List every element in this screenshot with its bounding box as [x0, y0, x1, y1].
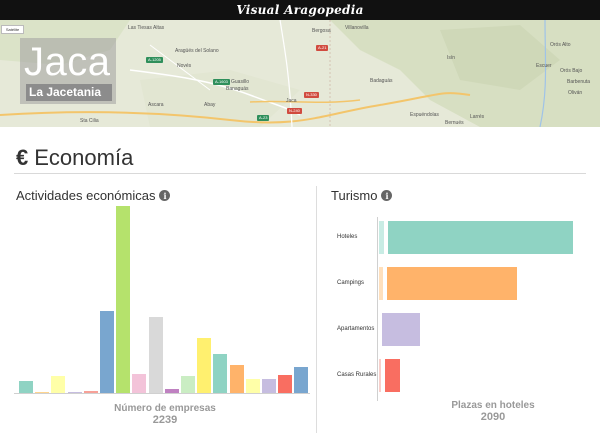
activity-bar[interactable] [278, 375, 293, 393]
section-title: € Economía [16, 145, 133, 171]
road-badge: N-240 [287, 108, 302, 114]
tourism-bar[interactable] [379, 221, 384, 254]
activities-axis [14, 393, 310, 394]
location-map[interactable]: Satélite Las Tiesas Altas Aragüés del So… [0, 20, 600, 127]
tourism-bar[interactable] [379, 359, 381, 392]
activity-bar[interactable] [164, 389, 179, 393]
tourism-bar[interactable] [388, 221, 573, 254]
tourism-category-label: Apartamentos [337, 325, 375, 332]
panel-divider [316, 186, 317, 433]
map-place-label: Villanovilla [345, 25, 369, 31]
tourism-title: Turismo i [331, 188, 393, 203]
town-name: Jaca [24, 40, 111, 84]
tourism-category-label: Hoteles [337, 233, 358, 240]
activities-caption: Número de empresas 2239 [100, 403, 230, 426]
activity-bar[interactable] [245, 378, 260, 393]
map-place-label: Guasillo [231, 79, 250, 85]
site-logo[interactable]: Visual Aragopedia [236, 3, 364, 17]
map-place-label: Aragüés del Solano [175, 48, 219, 54]
map-place-label: Novés [177, 63, 192, 69]
activity-bar[interactable] [181, 376, 195, 393]
activity-bar[interactable] [83, 391, 98, 393]
activities-caption-value: 2239 [152, 414, 178, 426]
map-place-label: Barbenuta [567, 79, 591, 85]
map-place-label: Bernués [445, 120, 464, 126]
map-place-label: Escuer [536, 63, 552, 69]
map-place-label: Isín [447, 55, 456, 61]
section-divider [14, 173, 586, 174]
map-place-label: Sta Cilia [80, 118, 99, 124]
activity-bar[interactable] [132, 373, 147, 393]
tourism-bar[interactable] [387, 267, 517, 300]
road-badge: A-1205 [146, 57, 163, 63]
activity-bar[interactable] [100, 311, 114, 393]
tourism-caption-value: 2090 [480, 411, 506, 423]
tourism-bar[interactable] [382, 313, 420, 346]
activity-bar[interactable] [229, 364, 244, 393]
activities-title: Actividades económicas i [16, 188, 171, 203]
activity-bar[interactable] [213, 353, 228, 393]
map-place-label: Jaca [286, 98, 297, 104]
tourism-caption: Plazas en hoteles 2090 [428, 400, 558, 423]
tourism-caption-label: Plazas en hoteles [451, 400, 535, 411]
map-place-label: Oliván [568, 90, 583, 96]
road-badge: A-21 [316, 45, 329, 51]
tourism-bar[interactable] [379, 267, 383, 300]
activity-bar[interactable] [148, 317, 163, 393]
road-badge: N-330 [304, 92, 319, 98]
activity-bar[interactable] [35, 391, 50, 393]
activity-bar[interactable] [19, 381, 33, 393]
map-place-label: Banaguás [226, 86, 249, 92]
map-place-label: Bergosa [312, 28, 331, 34]
activity-bar[interactable] [116, 206, 131, 393]
activity-bar[interactable] [262, 378, 276, 393]
tourism-category-label: Campings [337, 279, 365, 286]
map-place-label: Orós Alto [550, 42, 571, 48]
map-place-label: Orós Bajo [560, 68, 583, 74]
map-place-label: Ascara [148, 102, 164, 108]
activities-caption-label: Número de empresas [114, 403, 216, 414]
info-icon[interactable]: i [159, 190, 171, 201]
tourism-axis [377, 217, 378, 401]
map-place-label: Las Tiesas Altas [128, 25, 165, 31]
euro-icon: € [16, 145, 29, 170]
activity-bar[interactable] [197, 337, 212, 393]
activity-bar[interactable] [67, 391, 82, 393]
tourism-title-text: Turismo [331, 188, 378, 203]
tourism-bar[interactable] [385, 359, 400, 392]
map-place-label: Espuéndolas [410, 112, 439, 118]
road-badge: A-1603 [213, 79, 230, 85]
map-canvas [0, 20, 600, 127]
map-place-label: Badaguás [370, 78, 393, 84]
activities-title-text: Actividades económicas [16, 188, 156, 203]
top-bar: Visual Aragopedia [0, 0, 600, 20]
satellite-toggle-button[interactable]: Satélite [1, 25, 24, 34]
info-icon[interactable]: i [381, 190, 393, 201]
section-title-text: Economía [34, 145, 134, 170]
activity-bar[interactable] [51, 376, 66, 393]
map-place-label: Abay [204, 102, 216, 108]
road-badge: A-23 [257, 115, 270, 121]
map-place-label: Larrés [470, 114, 485, 120]
tourism-category-label: Casas Rurales [337, 371, 377, 378]
activity-bar[interactable] [294, 367, 309, 393]
comarca-name[interactable]: La Jacetania [26, 84, 112, 101]
